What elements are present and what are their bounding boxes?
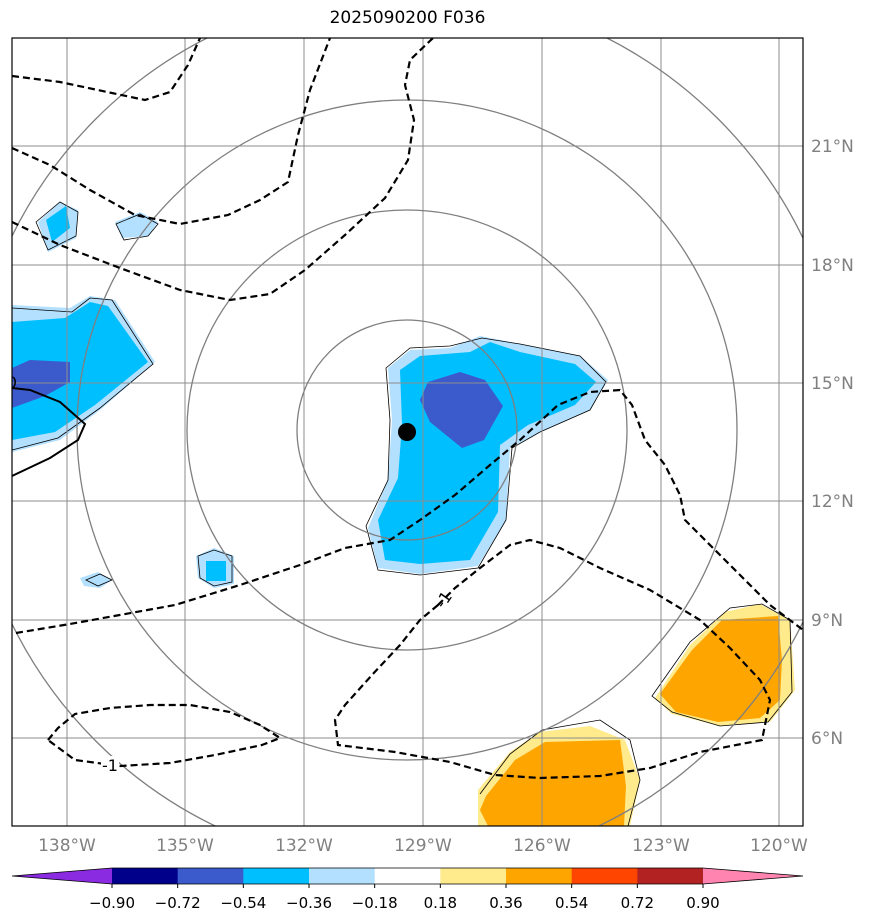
lon-label: 132°W	[275, 836, 333, 856]
latitude-labels: 21°N 18°N 15°N 12°N 9°N 6°N	[811, 137, 854, 749]
lat-label: 18°N	[811, 256, 854, 276]
colorbar-tick-label: 0.54	[555, 894, 588, 912]
colorbar-tick-label: −0.90	[89, 894, 135, 912]
zero-contour	[12, 387, 87, 477]
colorbar-extend-high	[703, 868, 803, 884]
colorbar-segment	[440, 868, 507, 884]
lon-label: 129°W	[394, 836, 452, 856]
longitude-labels: 138°W 135°W 132°W 129°W 126°W 123°W 120°…	[38, 836, 808, 856]
plot-frame	[11, 37, 804, 827]
lon-label: 126°W	[513, 836, 571, 856]
contour-label: 0	[7, 373, 17, 392]
colorbar-segment	[309, 868, 376, 884]
map-title: 2025090200 F036	[329, 8, 486, 28]
colorbar-extend-low	[12, 868, 112, 884]
colorbar-tick-label: −0.72	[155, 894, 201, 912]
lat-label: 21°N	[811, 137, 854, 157]
lat-label: 6°N	[811, 729, 843, 749]
colorbar-segment	[374, 868, 441, 884]
shaded-field	[12, 202, 795, 826]
lon-label: 138°W	[38, 836, 96, 856]
dashed-contours	[12, 38, 803, 780]
colorbar-tick-label: −0.54	[220, 894, 266, 912]
colorbar-segment	[506, 868, 573, 884]
storm-center-marker	[398, 423, 416, 441]
lat-label: 12°N	[811, 492, 854, 512]
lat-label: 15°N	[811, 374, 854, 394]
colorbar-tick-label: 0.18	[424, 894, 457, 912]
colorbar-segment	[637, 868, 704, 884]
contour-label: -1	[102, 756, 118, 775]
colorbar-segment	[571, 868, 638, 884]
lon-label: 135°W	[156, 836, 214, 856]
range-rings	[12, 38, 803, 826]
colorbar-tick-label: 0.90	[686, 894, 719, 912]
colorbar: −0.90 −0.72 −0.54 −0.36 −0.18 0.18 0.36 0.54 0.7…	[11, 867, 804, 912]
colorbar-tick-label: −0.36	[286, 894, 332, 912]
lon-label: 120°W	[750, 836, 808, 856]
lat-label: 9°N	[811, 611, 843, 631]
colorbar-tick-label: 0.36	[489, 894, 522, 912]
colorbar-segment	[177, 868, 244, 884]
colorbar-tick-label: 0.72	[621, 894, 654, 912]
graticule	[12, 38, 803, 826]
colorbar-segment	[243, 868, 310, 884]
colorbar-segment	[112, 868, 179, 884]
anomaly-outlines	[12, 201, 793, 826]
lon-label: 123°W	[632, 836, 690, 856]
colorbar-tick-label: −0.18	[352, 894, 398, 912]
